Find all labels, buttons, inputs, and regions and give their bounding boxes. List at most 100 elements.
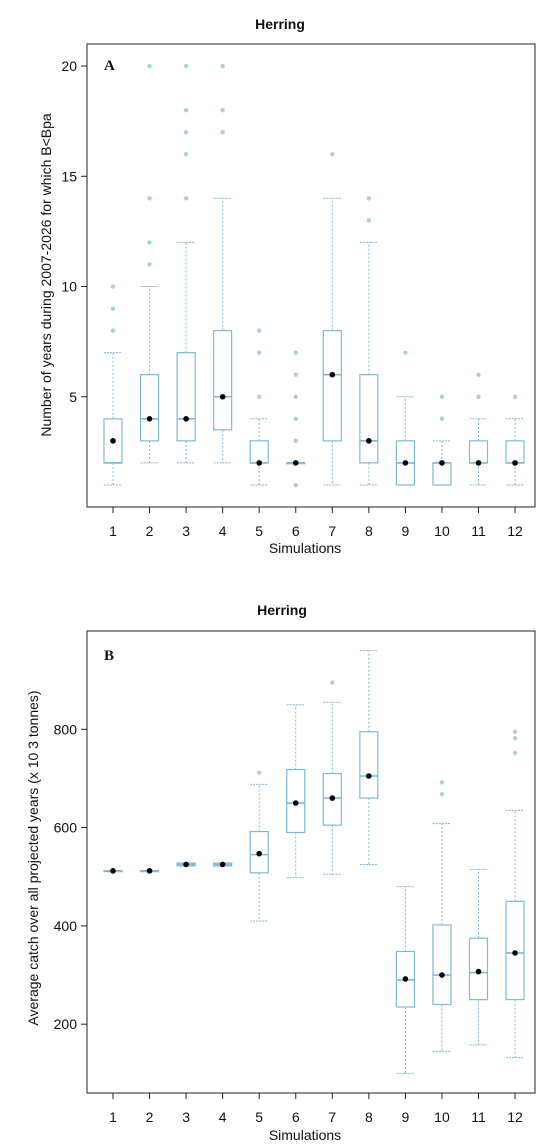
x-tick-label: 10 (434, 1109, 450, 1125)
x-tick-label: 3 (182, 1109, 190, 1125)
outlier-point (439, 394, 445, 399)
x-tick-label: 1 (109, 523, 117, 539)
outlier-point (183, 152, 189, 157)
x-tick-label: 6 (292, 523, 300, 539)
box-iqr (249, 440, 269, 464)
box-12 (505, 729, 525, 1059)
outlier-point (439, 791, 445, 797)
y-tick-label: 400 (54, 918, 78, 934)
mean-point (219, 393, 226, 400)
outlier-point (147, 63, 152, 69)
panel-b-frame (86, 630, 536, 1094)
panel-b-x-axis: 1 2 3 4 5 6 7 8 9 10 11 12 (109, 1093, 523, 1125)
box-2 (139, 868, 160, 874)
mean-point (475, 460, 482, 466)
outlier-point (110, 306, 116, 311)
x-tick-label: 7 (328, 523, 336, 539)
box-iqr (432, 924, 452, 1006)
box-iqr (432, 462, 452, 486)
outlier-point (257, 770, 262, 775)
y-tick-label: 5 (69, 389, 77, 405)
outlier-point (476, 372, 481, 377)
outlier-point (512, 750, 518, 756)
y-tick-label: 600 (54, 820, 78, 836)
box-iqr (176, 352, 196, 442)
mean-point (475, 968, 482, 975)
outlier-point (220, 129, 225, 135)
outlier-point (366, 218, 372, 223)
box-1 (103, 868, 123, 874)
mean-point (183, 416, 189, 422)
box-iqr (505, 900, 525, 1001)
box-3 (176, 63, 196, 464)
box-10 (432, 780, 452, 1052)
x-tick-label: 8 (365, 523, 373, 539)
x-tick-label: 12 (507, 1109, 523, 1125)
mean-point (366, 773, 372, 779)
outlier-point (293, 438, 298, 444)
outlier-point (366, 196, 372, 201)
mean-point (146, 416, 153, 422)
panel-b-title: Herring (257, 602, 307, 618)
panel-a-xlabel: Simulations (269, 540, 341, 556)
panel-b: Herring B Simulations Average catch over… (25, 602, 536, 1143)
mean-point (292, 460, 299, 466)
panel-a-letter: A (104, 58, 115, 74)
panel-a-ylabel: Number of years during 2007-2026 for whi… (38, 113, 54, 437)
outlier-point (293, 482, 298, 488)
mean-point (439, 972, 445, 978)
x-tick-label: 6 (292, 1109, 300, 1125)
x-tick-label: 5 (255, 1109, 263, 1125)
outlier-point (257, 350, 262, 355)
outlier-point (110, 328, 116, 333)
y-tick-label: 200 (54, 1016, 78, 1032)
box-1 (103, 284, 123, 486)
box-2 (139, 63, 160, 464)
y-tick-label: 800 (54, 721, 78, 737)
outlier-point (439, 780, 445, 785)
outlier-point (220, 63, 225, 69)
box-7 (322, 152, 342, 486)
box-8 (359, 650, 379, 865)
mean-point (256, 850, 263, 857)
y-tick-label: 20 (61, 58, 77, 74)
box-6 (286, 350, 306, 488)
panel-a-frame (86, 43, 536, 508)
x-tick-label: 3 (182, 523, 190, 539)
x-tick-label: 9 (402, 523, 410, 539)
x-tick-label: 5 (255, 523, 263, 539)
outlier-point (476, 394, 481, 399)
box-5 (249, 328, 269, 486)
panel-a: Herring A Simulations Number of years du… (38, 16, 536, 556)
mean-point (439, 460, 445, 466)
x-tick-label: 11 (471, 523, 486, 539)
box-7 (322, 680, 342, 875)
mean-point (110, 438, 116, 444)
box-iqr (139, 374, 160, 442)
box-iqr (286, 768, 306, 834)
outlier-point (512, 729, 518, 734)
box-iqr (322, 330, 342, 442)
mean-point (366, 438, 372, 444)
x-tick-label: 2 (146, 523, 154, 539)
outlier-point (147, 240, 152, 245)
outlier-point (293, 394, 298, 399)
box-iqr (213, 330, 233, 431)
box-9 (395, 350, 415, 486)
box-6 (286, 704, 306, 879)
x-tick-label: 8 (365, 1109, 373, 1125)
box-10 (432, 394, 452, 486)
y-tick-label: 10 (61, 279, 77, 295)
box-iqr (249, 830, 269, 874)
box-iqr (505, 440, 525, 464)
x-tick-label: 10 (434, 523, 450, 539)
panel-b-y-axis: 200 400 600 800 (54, 721, 87, 1032)
mean-point (512, 950, 518, 956)
box-iqr (468, 937, 489, 1001)
box-3 (176, 861, 196, 868)
panel-a-title: Herring (255, 16, 305, 32)
mean-point (146, 868, 153, 874)
box-11 (468, 868, 489, 1046)
box-iqr (359, 731, 379, 799)
outlier-point (293, 372, 298, 377)
